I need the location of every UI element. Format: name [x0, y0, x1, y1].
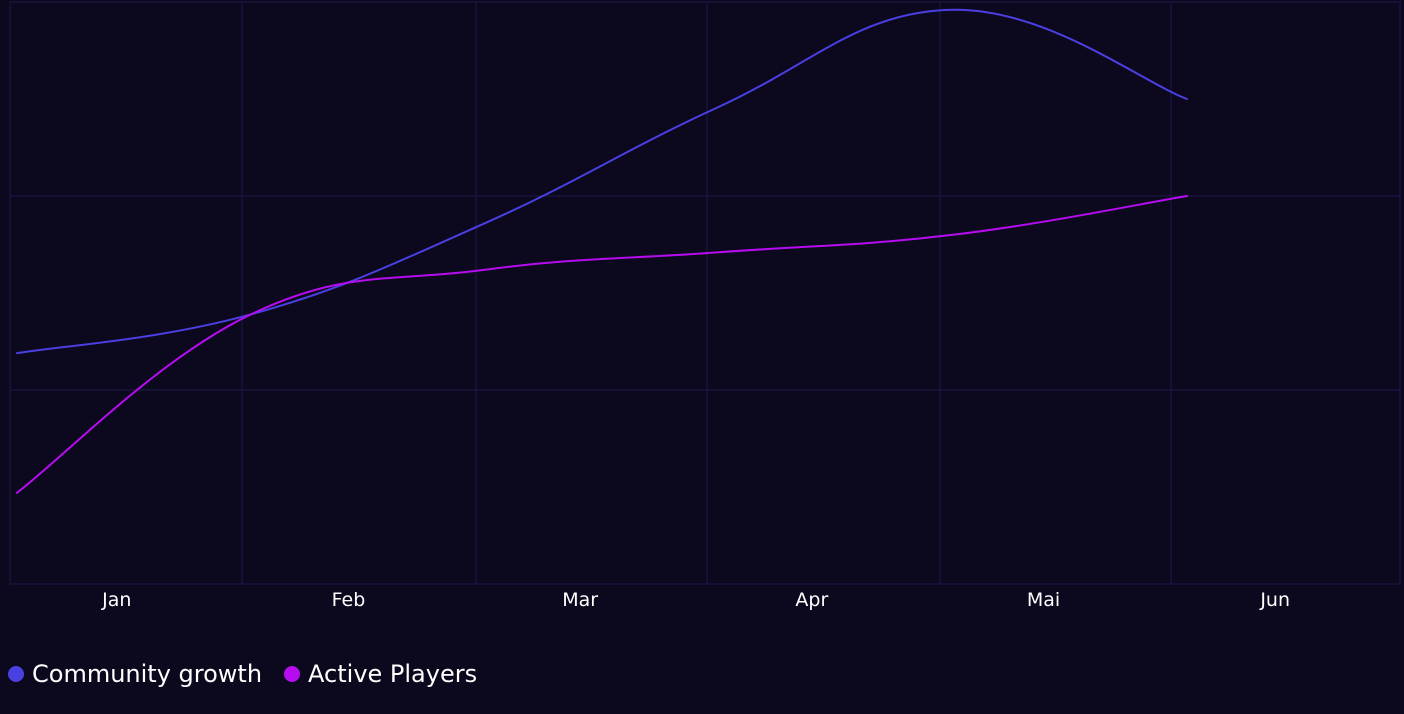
x-tick-label: Jun	[1259, 589, 1290, 611]
x-axis-ticks: Jan Feb Mar Apr Mai Jun	[101, 589, 1290, 611]
x-tick-label: Mai	[1027, 589, 1060, 611]
legend-item-active-players[interactable]: Active Players	[284, 660, 477, 688]
legend-label-active-players: Active Players	[308, 660, 478, 688]
series-lines	[16, 8, 1188, 494]
series-line-active-players	[16, 195, 1188, 494]
x-tick-label: Mar	[562, 589, 598, 611]
x-tick-label: Apr	[795, 589, 828, 611]
legend-label-community-growth: Community growth	[32, 660, 263, 688]
legend-dot-community-growth	[8, 666, 24, 682]
plot-border	[9, 1, 1401, 585]
x-tick-label: Jan	[101, 589, 131, 611]
grid	[9, 1, 1401, 585]
legend-item-community-growth[interactable]: Community growth	[8, 660, 262, 688]
series-line-community-growth	[16, 8, 1188, 355]
line-chart: Jan Feb Mar Apr Mai Jun	[9, 1, 1401, 611]
legend: Community growth Active Players	[8, 660, 477, 688]
legend-dot-active-players	[284, 666, 301, 682]
x-tick-label: Feb	[332, 589, 366, 611]
